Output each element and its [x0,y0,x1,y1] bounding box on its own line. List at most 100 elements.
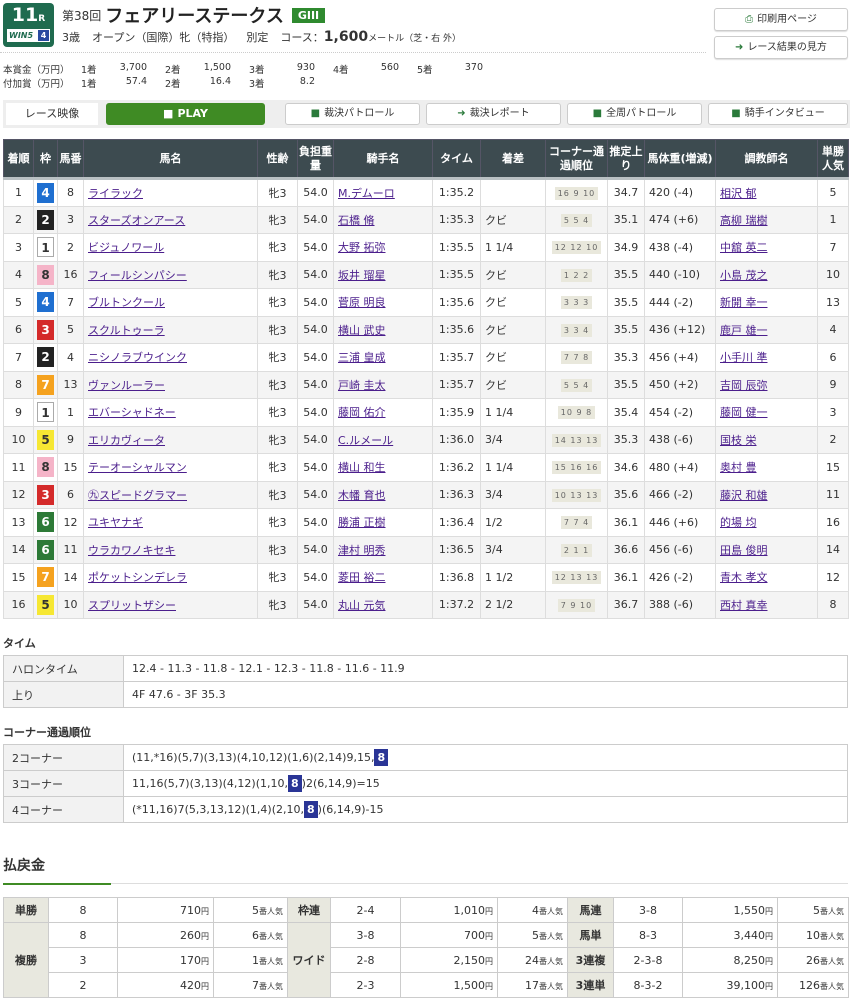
horse-link[interactable]: スターズオンアース [88,213,186,227]
trainer-link[interactable]: 高柳 瑞樹 [720,213,768,227]
jockey-link[interactable]: 坂井 瑠星 [338,268,386,282]
trainer-link[interactable]: 藤岡 健一 [720,406,768,420]
trainer-link[interactable]: 吉岡 辰弥 [720,378,768,392]
cell: 1:37.2 [432,590,481,619]
jockey-link[interactable]: 津村 明秀 [338,543,386,557]
race-r: R [38,14,46,24]
bet-type: ワイド [287,922,331,998]
cell: 大野 拓弥 [333,233,433,262]
waku-badge: 8 [37,264,54,285]
horse-link[interactable]: フィールシンパシー [88,268,187,282]
jockey-link[interactable]: 横山 和生 [338,461,386,475]
waku-badge: 7 [37,374,54,395]
cell: スターズオンアース [83,205,258,234]
corner-row: 2コーナー (11,*16)(5,7)(3,13)(4,10,12)(1,6)(2… [3,744,848,771]
trainer-link[interactable]: 奥村 豊 [720,461,757,475]
cell: 35.5 [607,288,645,317]
cell: ㊈スピードグラマー [83,480,258,509]
horse-link[interactable]: ヴァンルーラー [88,378,165,392]
horse-link[interactable]: スクルトゥーラ [88,323,165,337]
bet-type: 馬連 [567,897,614,923]
trainer-link[interactable]: 西村 真幸 [720,598,768,612]
jockey-link[interactable]: 大野 拓弥 [338,241,386,255]
pop-rank: 17 [525,978,539,992]
trainer-link[interactable]: 的場 均 [720,516,757,530]
jockey-link[interactable]: 丸山 元気 [338,598,386,612]
jockey-link[interactable]: 木幡 育也 [338,488,386,502]
cell [480,178,546,207]
distance-unit: メートル（芝・右 外） [368,34,461,44]
cell: 12 [3,480,34,509]
horse-link[interactable]: エバーシャドネー [88,406,176,420]
jockey-link[interactable]: C.ルメール [338,433,394,447]
trainer-link[interactable]: 青木 孝文 [720,571,768,585]
jockey-link[interactable]: M.デムーロ [338,186,395,200]
trainer-link[interactable]: 田島 俊明 [720,543,768,557]
horse-link[interactable]: ライラック [88,186,143,200]
trainer-link[interactable]: 小手川 準 [720,351,768,365]
waku-badge: 5 [37,429,54,450]
trainer-link[interactable]: 藤沢 和雄 [720,488,768,502]
trainer-link[interactable]: 中舘 英二 [720,241,768,255]
jockey-link[interactable]: 藤岡 佑介 [338,406,386,420]
jockey-interview-button[interactable]: ■ 騎手インタビュー [708,103,848,125]
horse-link[interactable]: エリカヴィータ [88,433,165,447]
horse-link[interactable]: ユキヤナギ [88,516,143,530]
jockey-link[interactable]: 勝浦 正樹 [338,516,386,530]
cell: 7 7 4 [545,508,608,537]
jockey-link[interactable]: 菅原 明良 [338,296,386,310]
prize-place: 1着 [81,79,97,90]
full-patrol-button[interactable]: ■ 全周パトロール [567,103,702,125]
patrol-button[interactable]: ■ 裁決パトロール [285,103,420,125]
horse-link[interactable]: ㊈スピードグラマー [88,488,187,502]
horse-link[interactable]: ビジュノワール [88,241,165,255]
cell: 35.5 [607,315,645,344]
corner-table: 2コーナー (11,*16)(5,7)(3,13)(4,10,12)(1,6)(2… [3,744,848,823]
cell: 35.5 [607,370,645,399]
jockey-link[interactable]: 戸崎 圭太 [338,378,386,392]
play-button[interactable]: ■ PLAY [106,103,265,125]
cell: 3 [33,315,58,344]
trainer-link[interactable]: 相沢 郁 [720,186,757,200]
cell: 1:36.0 [432,425,481,454]
jockey-link[interactable]: 石橋 脩 [338,213,375,227]
cell: 1:36.8 [432,563,481,592]
trainer-link[interactable]: 国枝 栄 [720,433,757,447]
cell: 1:35.3 [432,205,481,234]
jockey-link[interactable]: 横山 武史 [338,323,386,337]
cell: 勝浦 正樹 [333,508,433,537]
pop-rank: 5 [532,928,539,942]
cell: 54.0 [297,480,334,509]
order-text: (11,*16)(5,7)(3,13)(4,10,12)(1,6)(2,14)9… [132,751,375,764]
cell: 34.9 [607,233,645,262]
cell: 1 [33,398,58,427]
cell: 中舘 英二 [715,233,818,262]
jockey-link[interactable]: 菱田 裕二 [338,571,386,585]
cell: 15 [57,453,84,482]
how-to-read-button[interactable]: ➜ レース結果の見方 [714,36,848,59]
horse-link[interactable]: ポケットシンデレラ [88,571,187,585]
waku-badge: 2 [37,209,54,230]
horse-link[interactable]: スプリットザシー [88,598,176,612]
horse-link[interactable]: ブルトンクール [88,296,165,310]
jockey-link[interactable]: 三浦 皇成 [338,351,386,365]
cell: 4 [817,315,849,344]
cell: 牝3 [257,343,298,372]
report-button[interactable]: ➜ 裁決レポート [426,103,561,125]
corner-row: 3コーナー 11,16(5,7)(3,13)(4,12)(1,10, 8)2(6,1… [3,770,848,797]
print-page-button[interactable]: ⎙ 印刷用ページ [714,8,848,31]
cell: 的場 均 [715,508,818,537]
trainer-link[interactable]: 小島 茂之 [720,268,768,282]
horse-link[interactable]: ウラカワノキセキ [88,543,176,557]
trainer-link[interactable]: 鹿戸 雄一 [720,323,768,337]
cell: 牝3 [257,260,298,289]
column-header: 騎手名 [333,139,433,180]
cell: 440 (-10) [644,260,716,289]
pop-rank: 7 [252,978,259,992]
horse-link[interactable]: テーオーシャルマン [88,461,187,475]
horse-link[interactable]: ニシノラブウインク [88,351,187,365]
cell: 津村 明秀 [333,535,433,564]
btn-label: 裁決パトロール [324,108,395,119]
trainer-link[interactable]: 新開 幸一 [720,296,768,310]
yen: 円 [765,956,773,966]
